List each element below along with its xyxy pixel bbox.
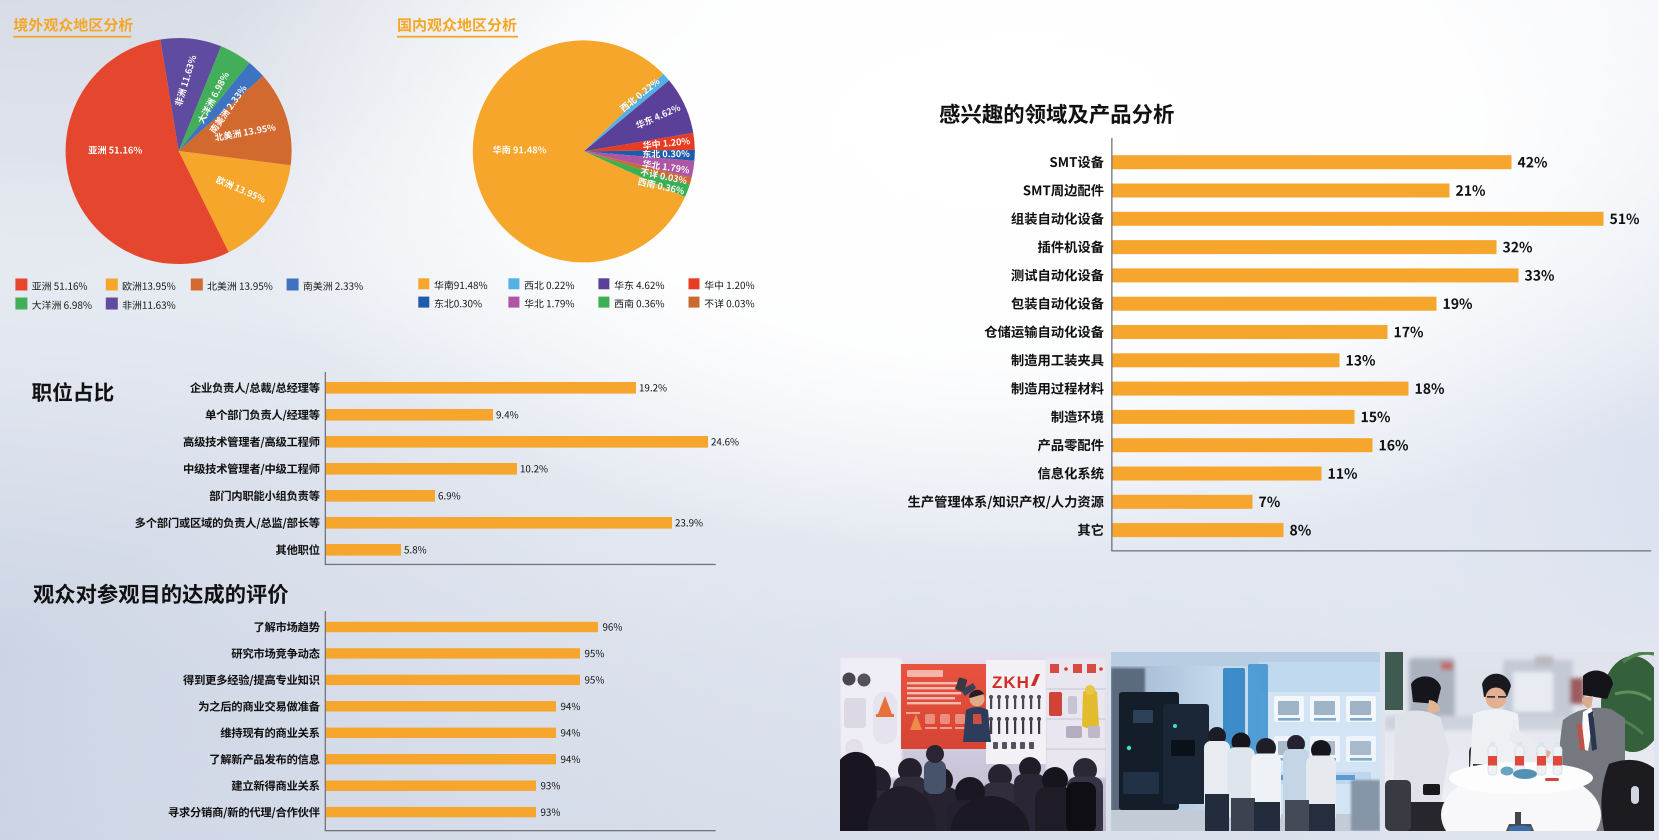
svg-text:ZKH: ZKH — [992, 673, 1030, 692]
